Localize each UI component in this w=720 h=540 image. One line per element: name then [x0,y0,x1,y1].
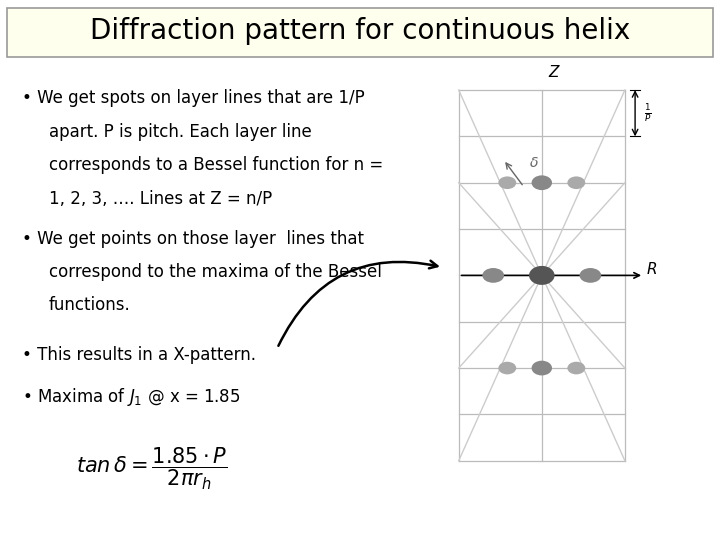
Text: • We get spots on layer lines that are 1/P: • We get spots on layer lines that are 1… [22,89,364,107]
Text: Diffraction pattern for continuous helix: Diffraction pattern for continuous helix [90,17,630,45]
Text: Z: Z [548,65,559,80]
Text: 1, 2, 3, …. Lines at Z = n/P: 1, 2, 3, …. Lines at Z = n/P [49,190,272,207]
Ellipse shape [567,177,585,189]
Text: • We get points on those layer  lines that: • We get points on those layer lines tha… [22,230,364,247]
Ellipse shape [529,266,554,285]
Text: R: R [647,261,657,276]
Ellipse shape [482,268,504,283]
Ellipse shape [580,268,601,283]
FancyBboxPatch shape [7,8,713,57]
Text: $tan\,\delta = \dfrac{1.85 \cdot P}{2\pi r_h}$: $tan\,\delta = \dfrac{1.85 \cdot P}{2\pi… [76,446,227,491]
Ellipse shape [531,361,552,375]
Ellipse shape [498,177,516,189]
Text: $\delta$: $\delta$ [529,156,539,170]
Text: correspond to the maxima of the Bessel: correspond to the maxima of the Bessel [49,263,382,281]
Text: $\frac{1}{P}$: $\frac{1}{P}$ [644,102,652,124]
Ellipse shape [531,176,552,190]
Ellipse shape [498,362,516,374]
Text: • This results in a X-pattern.: • This results in a X-pattern. [22,346,256,363]
Ellipse shape [567,362,585,374]
Text: functions.: functions. [49,296,131,314]
Text: corresponds to a Bessel function for n =: corresponds to a Bessel function for n = [49,156,383,174]
Text: apart. P is pitch. Each layer line: apart. P is pitch. Each layer line [49,123,312,140]
Text: • Maxima of $J_1$ @ x = 1.85: • Maxima of $J_1$ @ x = 1.85 [22,386,240,408]
